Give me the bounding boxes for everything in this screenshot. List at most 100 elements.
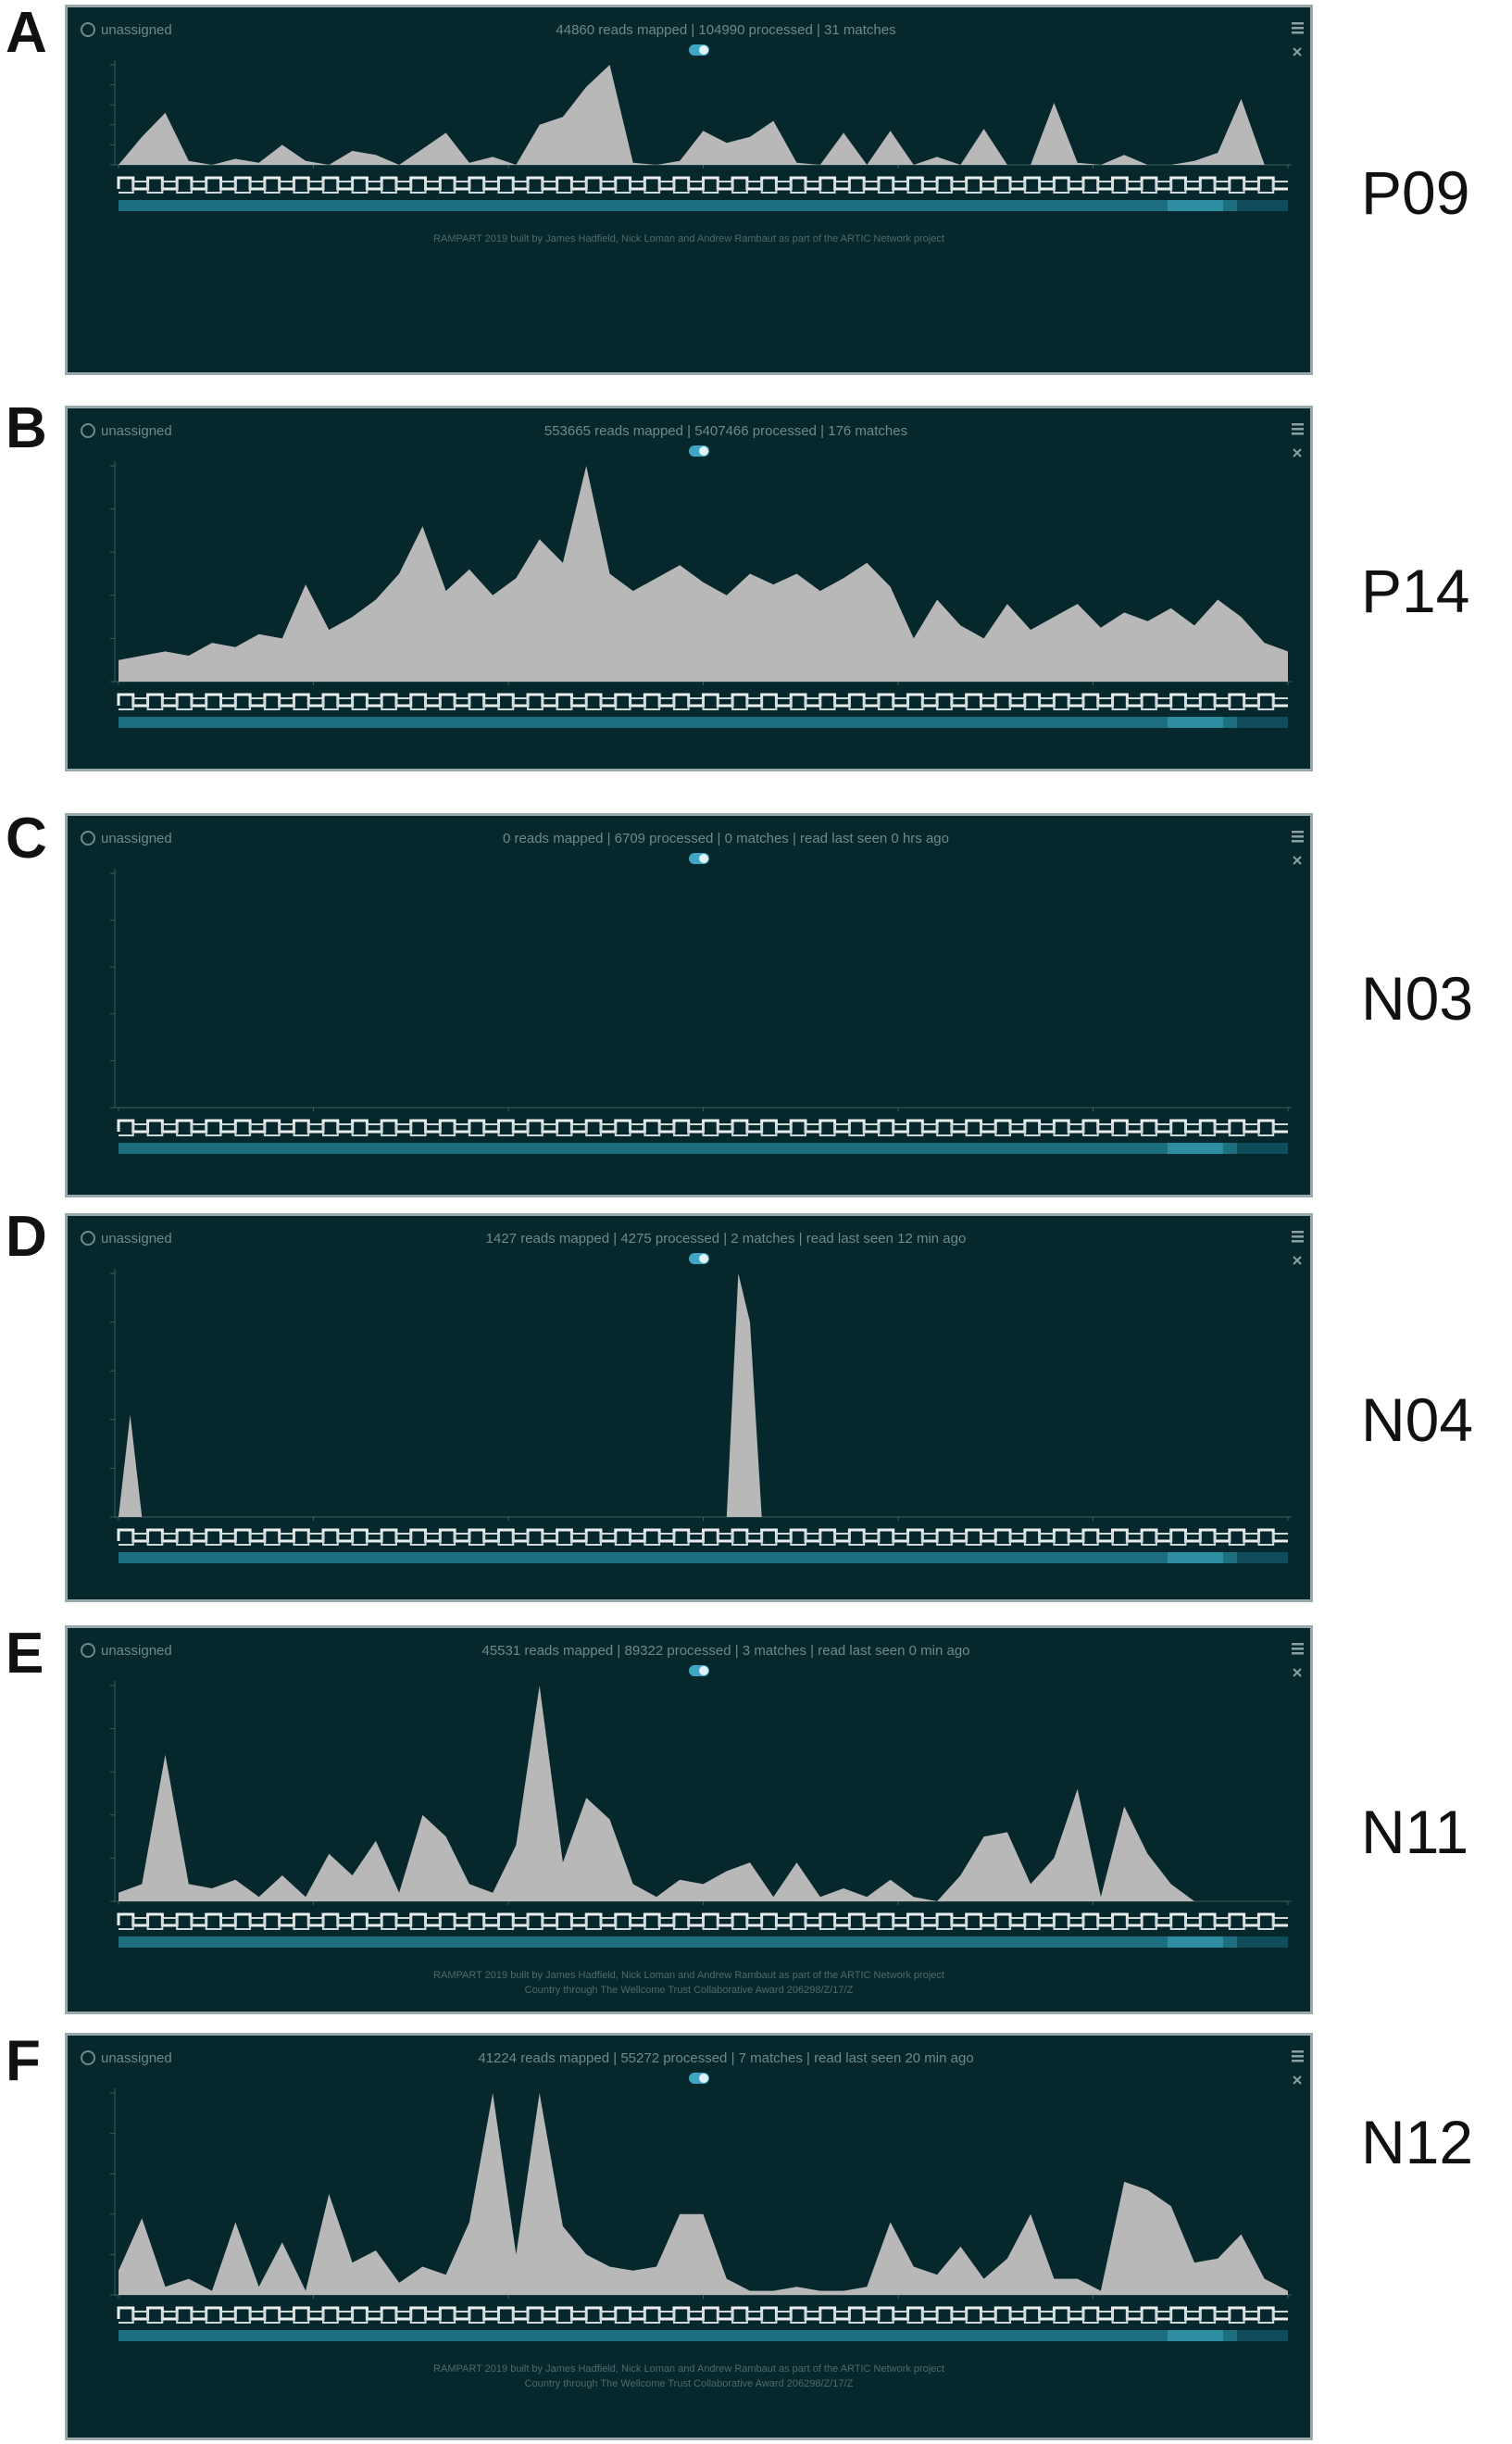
sample-label: P14 [1361, 557, 1470, 625]
close-icon-cross[interactable] [1293, 1668, 1302, 1677]
menu-icon-bar[interactable] [1292, 31, 1304, 34]
menu-icon[interactable] [1292, 1643, 1304, 1655]
rampart-panel-n12: unassigned 41224 reads mapped | 55272 pro… [65, 2033, 1313, 2440]
status-text: 0 reads mapped | 6709 processed | 0 matc… [503, 831, 949, 846]
rampart-panel-n11: unassigned 45531 reads mapped | 89322 pro… [65, 1625, 1313, 2014]
coverage-chart-svg: unassigned 0 reads mapped | 6709 processe… [81, 831, 1304, 1154]
close-icon[interactable] [1293, 1668, 1302, 1677]
toggle-knob[interactable] [699, 1666, 708, 1675]
view-toggle[interactable] [689, 445, 709, 457]
menu-icon-bar[interactable] [1292, 1648, 1304, 1650]
menu-icon[interactable] [1292, 2050, 1304, 2062]
close-icon-cross[interactable] [1293, 1256, 1302, 1265]
close-icon-cross[interactable] [1293, 856, 1302, 865]
close-icon-cross[interactable] [1293, 2075, 1302, 2085]
view-toggle[interactable] [689, 2073, 709, 2084]
rampart-panel-n03: unassigned 0 reads mapped | 6709 processe… [65, 813, 1313, 1197]
barcode-name: unassigned [101, 22, 172, 38]
menu-icon-bar[interactable] [1292, 428, 1304, 431]
toggle-knob[interactable] [699, 854, 708, 863]
view-toggle[interactable] [689, 1665, 709, 1676]
amplicon-track-lower [119, 1533, 1288, 1546]
panel-letter: F [6, 2029, 41, 2093]
menu-icon-bar[interactable] [1292, 423, 1304, 426]
barcode-icon [81, 2050, 95, 2065]
menu-icon[interactable] [1292, 22, 1304, 34]
amplicon-track-lower [119, 697, 1288, 710]
genome-bar [119, 2330, 1288, 2341]
coverage-area [119, 2093, 1288, 2295]
panel-letter: E [6, 1622, 44, 1686]
footer-text: Country through The Wellcome Trust Colla… [525, 1985, 854, 1996]
close-icon-cross[interactable] [1293, 448, 1302, 457]
menu-icon-bar[interactable] [1292, 27, 1304, 30]
menu-icon-bar[interactable] [1292, 1652, 1304, 1655]
status-text: 1427 reads mapped | 4275 processed | 2 m… [486, 1231, 967, 1247]
amplicon-track-lower [119, 181, 1288, 194]
close-icon[interactable] [1293, 1256, 1302, 1265]
panel-letter: D [6, 1205, 47, 1269]
coverage-area [119, 1273, 1288, 1517]
menu-icon-bar[interactable] [1292, 1643, 1304, 1646]
genome-segment [1237, 2330, 1288, 2341]
genome-segment [1168, 1143, 1223, 1154]
coverage-chart-svg: unassigned 44860 reads mapped | 104990 pr… [81, 22, 1304, 244]
menu-icon[interactable] [1292, 1231, 1304, 1243]
barcode-icon [81, 1643, 95, 1658]
barcode-icon [81, 831, 95, 846]
close-icon[interactable] [1293, 47, 1302, 56]
menu-icon-bar[interactable] [1292, 835, 1304, 838]
genome-segment [1168, 200, 1223, 211]
sample-label: P09 [1361, 158, 1470, 227]
coverage-chart-svg: unassigned 45531 reads mapped | 89322 pro… [81, 1643, 1304, 1996]
genome-bar [119, 1936, 1288, 1948]
menu-icon-bar[interactable] [1292, 1235, 1304, 1238]
barcode-icon [81, 1231, 95, 1246]
menu-icon-bar[interactable] [1292, 2050, 1304, 2053]
menu-icon[interactable] [1292, 423, 1304, 435]
menu-icon-bar[interactable] [1292, 2060, 1304, 2062]
toggle-knob[interactable] [699, 45, 708, 55]
close-icon[interactable] [1293, 448, 1302, 457]
coverage-chart-svg: unassigned 553665 reads mapped | 5407466 … [81, 423, 1304, 728]
coverage-chart-svg: unassigned 1427 reads mapped | 4275 proce… [81, 1231, 1304, 1563]
toggle-knob[interactable] [699, 2074, 708, 2083]
barcode-name: unassigned [101, 831, 172, 846]
footer-text: Country through The Wellcome Trust Colla… [525, 2378, 854, 2389]
coverage-area [119, 1686, 1288, 1901]
toggle-knob[interactable] [699, 446, 708, 456]
genome-segment [1237, 717, 1288, 728]
genome-segment [1168, 2330, 1223, 2341]
status-text: 44860 reads mapped | 104990 processed | … [556, 22, 895, 38]
menu-icon-bar[interactable] [1292, 432, 1304, 435]
barcode-icon [81, 423, 95, 438]
menu-icon-bar[interactable] [1292, 2055, 1304, 2058]
view-toggle[interactable] [689, 1253, 709, 1264]
view-toggle[interactable] [689, 44, 709, 56]
menu-icon-bar[interactable] [1292, 22, 1304, 25]
menu-icon-bar[interactable] [1292, 1231, 1304, 1234]
genome-segment [1168, 1936, 1223, 1948]
genome-segment [1168, 1552, 1223, 1563]
view-toggle[interactable] [689, 853, 709, 864]
menu-icon-bar[interactable] [1292, 831, 1304, 833]
close-icon[interactable] [1293, 2075, 1302, 2085]
menu-icon-bar[interactable] [1292, 840, 1304, 843]
rampart-panel-p09: unassigned 44860 reads mapped | 104990 pr… [65, 5, 1313, 375]
status-text: 45531 reads mapped | 89322 processed | 3… [481, 1643, 969, 1659]
genome-segment [1237, 1143, 1288, 1154]
genome-segment [1237, 1552, 1288, 1563]
close-icon-cross[interactable] [1293, 47, 1302, 56]
rampart-panel-p14: unassigned 553665 reads mapped | 5407466 … [65, 406, 1313, 771]
genome-bar [119, 717, 1288, 728]
footer-text: RAMPART 2019 built by James Hadfield, Ni… [433, 1970, 944, 1981]
genome-bar [119, 1552, 1288, 1563]
close-icon[interactable] [1293, 856, 1302, 865]
amplicon-track-lower [119, 1917, 1288, 1930]
amplicon-track-lower [119, 2311, 1288, 2324]
genome-bar [119, 200, 1288, 211]
toggle-knob[interactable] [699, 1254, 708, 1263]
menu-icon[interactable] [1292, 831, 1304, 843]
menu-icon-bar[interactable] [1292, 1240, 1304, 1243]
status-text: 553665 reads mapped | 5407466 processed … [544, 423, 907, 439]
